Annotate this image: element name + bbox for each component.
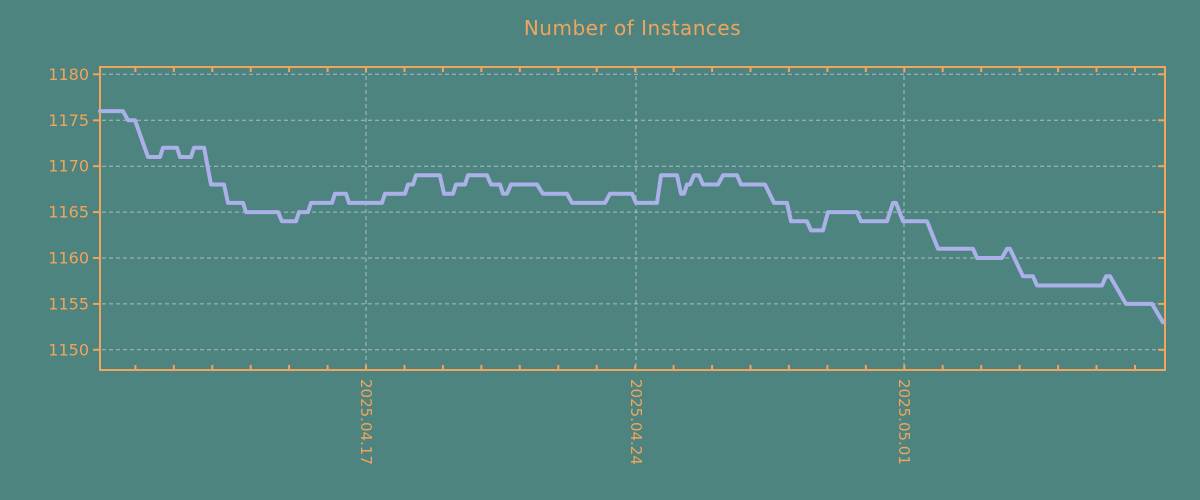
plot-border [99,66,1166,371]
chart-title: Number of Instances [523,16,742,40]
y-tick-label: 1170 [48,157,89,176]
y-tick-label: 1155 [48,294,89,313]
x-tick-label: 2025.05.01 [895,379,913,465]
data-line [98,109,1165,325]
y-tick-label: 1150 [48,340,89,359]
y-tick-label: 1160 [48,249,89,268]
x-tick-label: 2025.04.17 [357,379,375,465]
y-tick-label: 1175 [48,111,89,130]
x-tick-label: 2025.04.24 [627,379,645,465]
y-tick-label: 1165 [48,203,89,222]
y-tick-label: 1180 [48,65,89,84]
